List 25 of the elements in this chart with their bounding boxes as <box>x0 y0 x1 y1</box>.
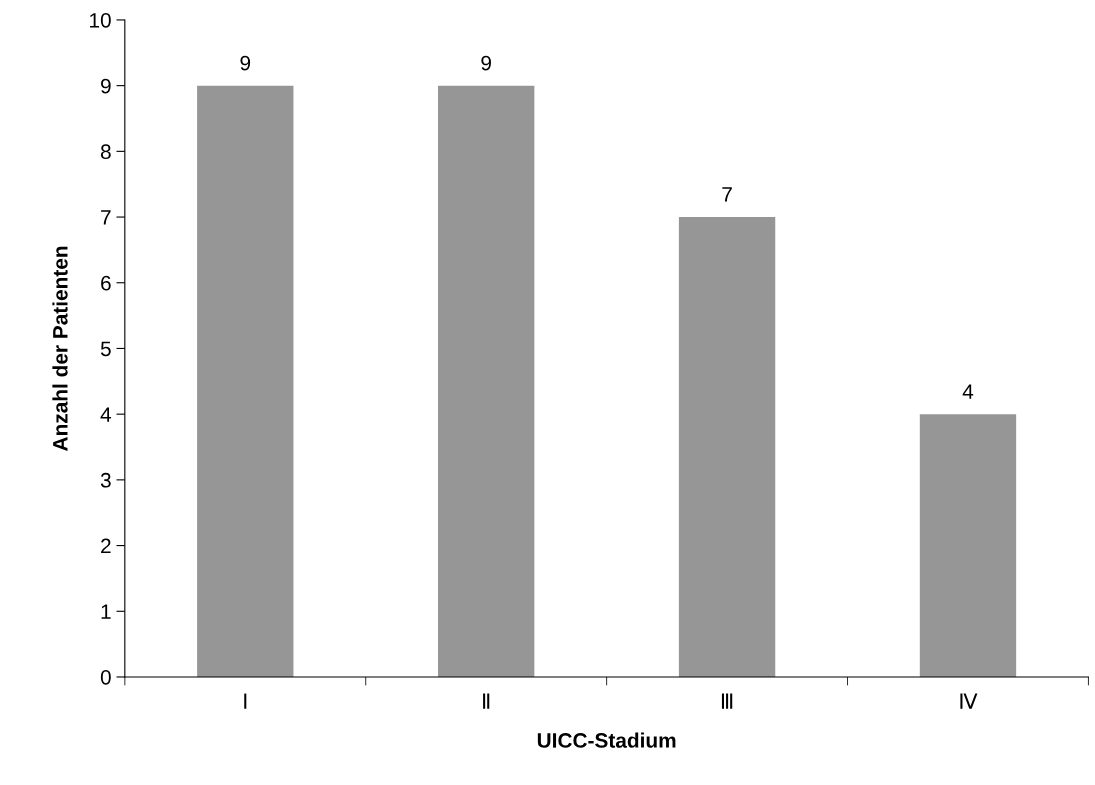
bar <box>919 414 1017 677</box>
data-label: 9 <box>240 55 251 71</box>
data-label: 7 <box>722 187 732 202</box>
y-tick-label: 9 <box>101 78 111 94</box>
data-label: 9 <box>481 55 491 71</box>
y-tick-label: 6 <box>101 275 111 291</box>
data-label: 4 <box>962 384 974 399</box>
x-tick-label: Ⅳ <box>960 693 978 709</box>
y-tick-label: 10 <box>90 12 111 28</box>
y-tick-label: 3 <box>100 472 111 488</box>
y-tick-label: 8 <box>100 144 111 160</box>
y-tick-label: 1 <box>101 604 111 619</box>
bar <box>438 85 535 677</box>
y-tick-label: 4 <box>100 407 112 422</box>
x-tick-label: Ⅰ <box>244 693 247 709</box>
x-axis-title: UICC-Stadium <box>537 732 676 748</box>
y-tick-label: 0 <box>100 669 111 685</box>
x-tick-label: Ⅲ <box>721 693 733 709</box>
y-axis-title: Anzahl der Patienten <box>52 246 68 451</box>
y-tick-label: 5 <box>100 341 111 357</box>
y-tick-label: 2 <box>101 538 111 554</box>
x-tick-label: Ⅱ <box>483 693 490 709</box>
y-tick-label: 7 <box>101 210 111 225</box>
bar <box>197 85 294 677</box>
bar <box>678 217 776 677</box>
